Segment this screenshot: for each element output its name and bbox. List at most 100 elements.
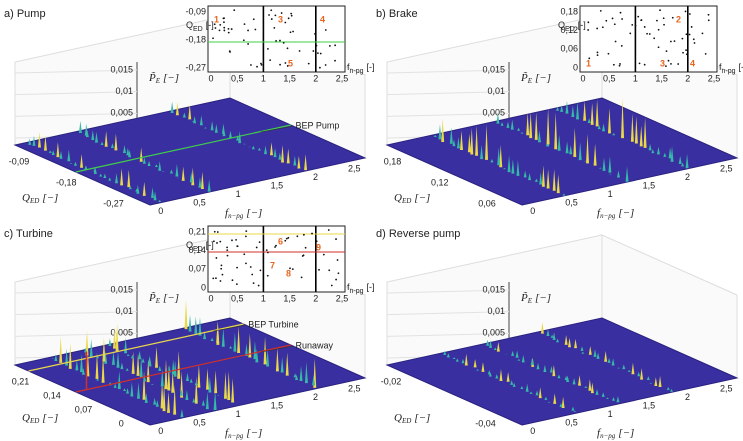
spike [516,160,520,176]
spike [499,144,503,168]
spike [164,359,168,390]
inset-dot [245,230,248,233]
spike [180,371,184,398]
spike [587,118,591,124]
inset-y-tick-label: -0,18 [185,34,206,44]
spike [646,376,650,381]
spike [229,345,233,349]
inset-dot [587,21,590,24]
spike [547,401,551,403]
spike [154,164,158,167]
spike [583,100,587,121]
q-axis-label: QED [−] [22,192,58,205]
inset-dot [614,40,617,43]
inset-dot [677,63,680,65]
spike [604,350,608,362]
spike [580,346,584,351]
z-grid [386,311,510,316]
inset-dot [336,259,339,261]
spike [144,392,148,403]
inset-x-tick-label: 1,5 [655,73,668,83]
z-grid [14,112,138,117]
spike [123,388,127,392]
region-number: 8 [286,268,291,278]
spike [608,156,612,173]
spike [210,337,214,342]
spike [605,397,609,399]
spike [510,380,514,385]
inset-y-tick-label: 0,21 [188,226,206,236]
subscript: ED [565,26,575,33]
inset-dot [243,23,246,26]
inset-dot [215,257,218,259]
spike [59,336,63,363]
spike [158,365,162,371]
floor [385,97,739,206]
inset-dot [302,254,305,257]
spike [520,132,524,134]
symbol: f [347,62,350,72]
inset-dot [255,246,258,249]
inset-dot [242,39,245,42]
inset-dot [596,27,599,30]
q-tick-label: 0,18 [384,156,402,166]
inset-dot [631,23,634,26]
spike [593,143,597,166]
q-tick-label: 0,21 [12,376,30,386]
spike [151,187,155,198]
spike [564,335,568,345]
inset-dot [682,51,684,54]
spike [640,368,644,380]
region-number: 3 [660,58,665,68]
inset-dot [227,31,230,34]
inset-x-tick-label: 0 [580,73,585,83]
inset-dot [618,64,621,67]
spike [438,124,442,140]
inset-dot [662,17,665,20]
inset-dot [648,33,651,35]
inset-dot [302,233,305,236]
inset-dot [317,52,319,55]
spike [529,391,533,394]
inset-dot [613,23,616,26]
spike [530,357,534,366]
unit: [−] [618,427,634,439]
q-axis-label: QED [−] [394,412,430,425]
q-tick-label: 0 [119,418,124,428]
inset-y-tick-label: 0,14 [188,245,206,255]
subscript: ED [29,197,39,205]
spike [185,389,189,401]
inset-dot [634,24,637,27]
inset-dot [226,254,229,257]
spike [487,370,491,375]
subscript: E [527,77,533,85]
inset-dot [605,19,608,22]
inset-x-tick-label: 0 [208,73,213,83]
spike [622,364,626,370]
spike [32,135,36,146]
spike [456,137,460,149]
spike [273,148,277,158]
spike [441,118,445,142]
q-tick-label: -0,02 [381,376,402,386]
f-tick-label: 0,5 [193,198,206,208]
spike [214,370,218,394]
q-tick-label: 0,12 [431,177,449,187]
spike [461,358,465,364]
unit: [-] [578,20,586,30]
inset-dot [659,9,661,12]
spike [269,142,273,156]
z-grid [386,289,510,294]
spike [312,375,316,386]
inset-dot [274,14,277,17]
unit: [−] [618,207,634,219]
spike [637,371,641,377]
spike [473,358,477,368]
spike [80,154,84,168]
z-tick-label: 0,01 [115,306,133,316]
inset-dot [324,29,327,31]
inset-x-tick-label: 2 [313,293,318,303]
inset-x-tick-label: 0,5 [231,73,244,83]
spike [179,389,183,396]
spike [557,374,561,379]
